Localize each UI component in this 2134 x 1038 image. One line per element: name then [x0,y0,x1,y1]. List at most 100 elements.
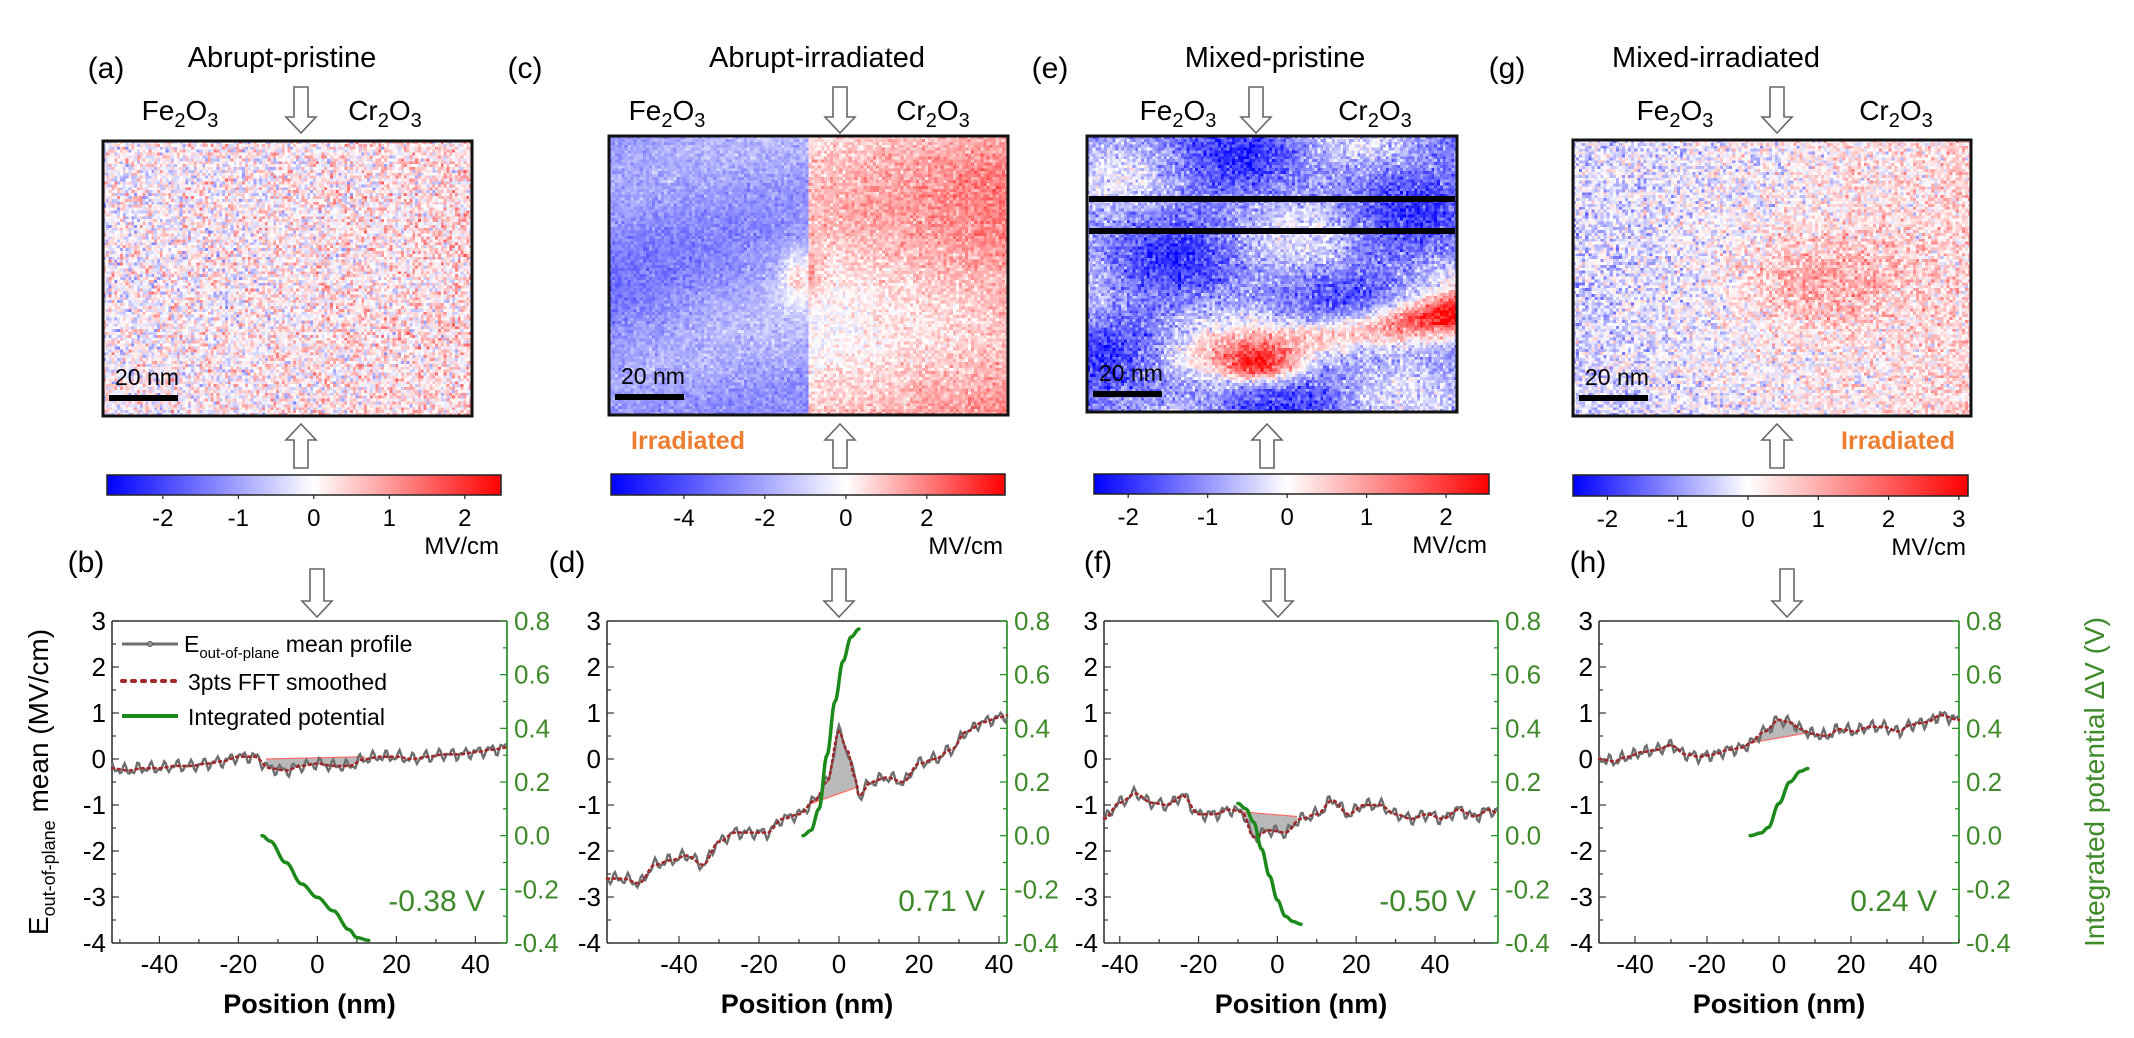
colorbar-tick-label: -2 [1597,506,1618,533]
y2-tick-label: 0.0 [1014,821,1050,851]
colorbar-unit-label: MV/cm [928,533,1003,560]
colorbar-tick-label: 0 [307,505,320,532]
y2-tick-label: 0.8 [1505,606,1541,636]
interface-arrow-icon [1239,86,1273,135]
interface-arrow-icon [823,422,857,469]
scale-bar-label: 20 nm [621,363,685,389]
colorbar-tick-label: 3 [1952,506,1965,533]
right-material-label-oxygen: O [389,95,411,126]
potential-drop-annotation: -0.50 V [1379,885,1476,918]
legend-smoothed-label: 3pts FFT smoothed [188,669,387,695]
colorbar-tick-label: 2 [458,505,471,532]
y-tick-label: 2 [1579,652,1593,682]
y-tick-label: -1 [578,790,601,820]
colorbar-tick-label: -2 [152,505,173,532]
y2-tick-label: 0.4 [1014,713,1050,743]
y-tick-label: 1 [1084,698,1098,728]
y2-tick-label: 0.8 [514,606,550,636]
colorbar [1572,474,1969,497]
integrated-potential-line [260,833,371,943]
y-tick-label: 0 [1579,744,1593,774]
smoothed-profile-line [110,746,509,772]
colorbar-tick-label: 0 [1741,506,1754,533]
y2-tick-label: 0.0 [514,821,550,851]
y-tick-label: 1 [587,698,601,728]
y-tick-label: -3 [1075,882,1098,912]
colorbar [1093,473,1490,495]
x-tick-label: 20 [905,949,934,979]
right-material-label-subscript: 2 [1889,110,1900,132]
left-material-label-subscript: 3 [694,110,705,132]
colorbar [106,474,502,496]
interface-arrow-icon [1760,86,1794,135]
mean-profile-line [1102,784,1500,844]
left-material-label: Fe2O3 [1140,95,1217,132]
colorbar-tick-label: 0 [1280,504,1293,531]
y-tick-label: 2 [587,652,601,682]
left-y-axis-label-main: E [23,916,54,935]
y-tick-label: -3 [83,882,106,912]
y-tick-label: 2 [1084,652,1098,682]
y-tick-label: 0 [92,744,106,774]
y2-tick-label: 0.4 [1966,713,2002,743]
x-tick-label: 40 [1420,949,1449,979]
potential-drop-annotation: 0.71 V [898,885,985,918]
y2-tick-label: 0.6 [1014,660,1050,690]
y-tick-label: -4 [578,928,601,958]
x-axis-label: Position (nm) [721,989,893,1019]
right-y-axis-label: Integrated potential ΔV (V) [2079,617,2110,947]
right-material-label-subscript: 3 [1401,110,1412,132]
x-tick-label: 0 [1772,949,1786,979]
interface-arrow-icon [300,568,334,619]
x-axis-label: Position (nm) [1693,989,1865,1019]
line-plot-h: (h) 3 2 1 0 -1 -2 -3 -4 0.8 0.6 0.4 0.2 0.0 -0.2 -0.4 -4… [1570,546,2011,1019]
y2-tick-label: -0.4 [1966,928,2011,958]
interface-arrow-icon [822,568,856,619]
colorbar-tick-label: 2 [1439,504,1452,531]
x-axis-label: Position (nm) [223,989,395,1019]
y-tick-label: -2 [83,836,106,866]
legend-potential-label: Integrated potential [188,704,385,730]
y2-tick-label: -0.2 [1966,874,2011,904]
baseline-line [806,786,860,806]
baseline-line [1241,811,1298,818]
right-material-label-subscript: 3 [959,110,970,132]
colorbar-tick-label: 2 [1882,506,1895,533]
right-material-label-subscript: 2 [1368,110,1379,132]
left-material-label-subscript: 3 [207,110,218,132]
y-tick-label: 3 [92,606,106,636]
integrated-potential-line [1236,801,1303,926]
left-material-label-subscript: 2 [174,110,185,132]
panel-label: (g) [1489,52,1526,85]
y-tick-label: -1 [1075,790,1098,820]
y2-tick-label: -0.2 [1505,874,1550,904]
right-material-label-element: Cr [1338,95,1368,126]
x-tick-label: 20 [1342,949,1371,979]
x-tick-label: -40 [141,949,179,979]
right-material-label: Cr2O3 [1338,95,1412,132]
interface-arrow-icon [1760,422,1794,469]
x-tick-label: -20 [220,949,258,979]
legend-profile-label: Eout-of-plane mean profile [184,631,412,662]
panel-label: (b) [68,546,105,579]
y-tick-label: -4 [83,928,106,958]
y-tick-label: -4 [1570,928,1593,958]
scale-bar-label: 20 nm [1585,364,1649,390]
colorbar-tick-label: -4 [673,505,694,532]
y-tick-label: -4 [1075,928,1098,958]
left-material-label-oxygen: O [1183,95,1205,126]
y2-tick-label: 0.8 [1014,606,1050,636]
x-tick-label: 20 [382,949,411,979]
colorbar-tick-label: -1 [228,505,249,532]
irradiated-label: Irradiated [631,427,745,455]
right-material-label-element: Cr [896,95,926,126]
colorbar-unit-label: MV/cm [1891,534,1966,561]
y-tick-label: -3 [578,882,601,912]
colorbar-tick-label: -1 [1197,504,1218,531]
panel-label: (c) [508,52,543,85]
right-material-label-oxygen: O [1379,95,1401,126]
smoothed-profile-line [605,713,1009,885]
